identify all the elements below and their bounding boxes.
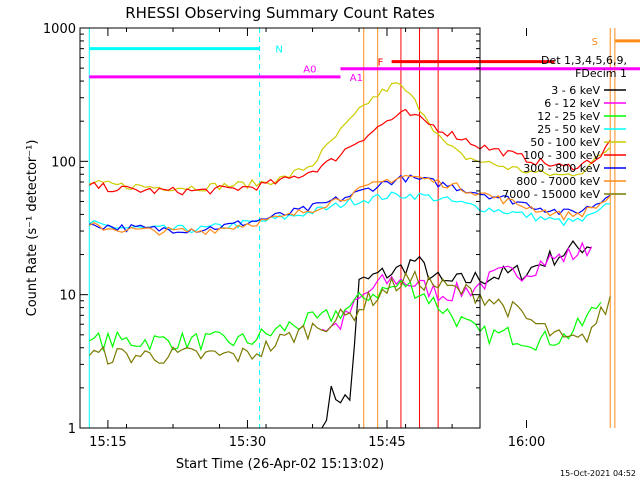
legend-entry-label: 800 - 7000 keV	[516, 175, 600, 188]
marker-label-n: N	[275, 45, 282, 56]
series-lines	[88, 82, 611, 429]
x-tick-label: 15:45	[368, 435, 405, 450]
series-line-6-12-kev	[321, 241, 593, 332]
marker-label-a1: A1	[350, 73, 363, 84]
legend-entry-label: 50 - 100 keV	[530, 136, 600, 149]
y-axis-label: Count Rate (s⁻¹ detector⁻¹)	[25, 140, 40, 317]
observing-markers: N F S A0 A1	[88, 28, 640, 428]
series-line-50-100-kev	[89, 82, 611, 192]
x-tick-label: 16:00	[508, 435, 545, 450]
x-tick-label: 15:30	[229, 435, 266, 450]
y-tick-label: 1000	[43, 22, 76, 37]
legend-entry-label: 6 - 12 keV	[544, 97, 600, 110]
series-line-100-300-kev	[88, 108, 611, 196]
x-axis-label: Start Time (26-Apr-02 15:13:02)	[176, 457, 384, 472]
legend-entry-label: 100 - 300 keV	[523, 149, 600, 162]
legend-entry-label: 7000 - 15000 keV	[502, 188, 600, 201]
legend-entry-label: 12 - 25 keV	[537, 110, 600, 123]
x-tick-label: 15:15	[89, 435, 126, 450]
axes: 110100100015:1515:3015:4516:0016:1516:30…	[43, 22, 545, 450]
legend-entry-label: 25 - 50 keV	[537, 123, 600, 136]
series-line-300-800-kev	[89, 174, 611, 234]
y-tick-label: 1	[68, 422, 76, 437]
marker-label-a0: A0	[303, 65, 316, 76]
legend-entry-label: 3 - 6 keV	[551, 84, 600, 97]
timestamp: 15-Oct-2021 04:52	[560, 469, 636, 478]
legend-header: Det 1,3,4,5,6,9,	[541, 54, 627, 67]
series-line-7000-15000-kev	[88, 269, 611, 365]
legend-header: FDecim 1	[575, 67, 627, 80]
marker-label-s: S	[592, 37, 598, 48]
marker-label-f: F	[378, 58, 384, 69]
legend-entry-label: 300 - 800 keV	[523, 162, 600, 175]
chart-title: RHESSI Observing Summary Count Rates	[125, 4, 435, 22]
series-line-800-7000-kev	[88, 174, 611, 236]
plot-frame	[79, 27, 481, 429]
y-tick-label: 100	[51, 155, 76, 170]
y-tick-label: 10	[59, 289, 76, 304]
